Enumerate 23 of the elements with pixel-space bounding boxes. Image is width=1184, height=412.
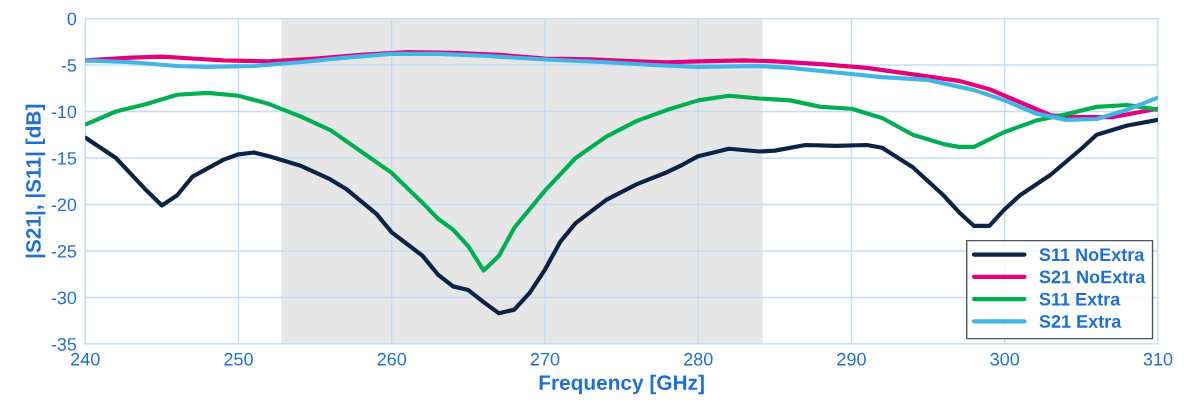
y-tick-label: -10 (51, 105, 77, 119)
y-axis-title: |S21|, |S11| [dB] (25, 104, 46, 258)
x-tick-label: 280 (684, 352, 713, 366)
y-tick-label: -20 (51, 198, 77, 212)
y-tick-label: -25 (51, 244, 77, 258)
x-tick-label: 270 (530, 352, 560, 366)
x-tick-label: 310 (1143, 352, 1173, 366)
x-tick-label: 250 (224, 352, 253, 366)
x-tick-label: 240 (71, 352, 100, 366)
line-series (85, 117, 1158, 316)
y-tick-label: -5 (61, 59, 77, 72)
x-tick-label: 260 (377, 352, 407, 366)
legend-label: S21 NoExtra (1039, 270, 1146, 284)
legend-label: S11 NoExtra (1039, 248, 1145, 262)
x-axis-title: Frequency [GHz] (539, 374, 704, 395)
legend-label: S11 Extra (1039, 292, 1121, 306)
y-tick-label: 0 (67, 12, 77, 26)
x-tick-label: 290 (837, 352, 866, 366)
x-tick-label: 300 (990, 352, 1020, 366)
y-tick-label: -15 (51, 152, 77, 165)
y-tick-label: -30 (51, 291, 77, 305)
y-tick-label: -35 (51, 337, 77, 351)
legend-label: S21 Extra (1039, 315, 1122, 328)
